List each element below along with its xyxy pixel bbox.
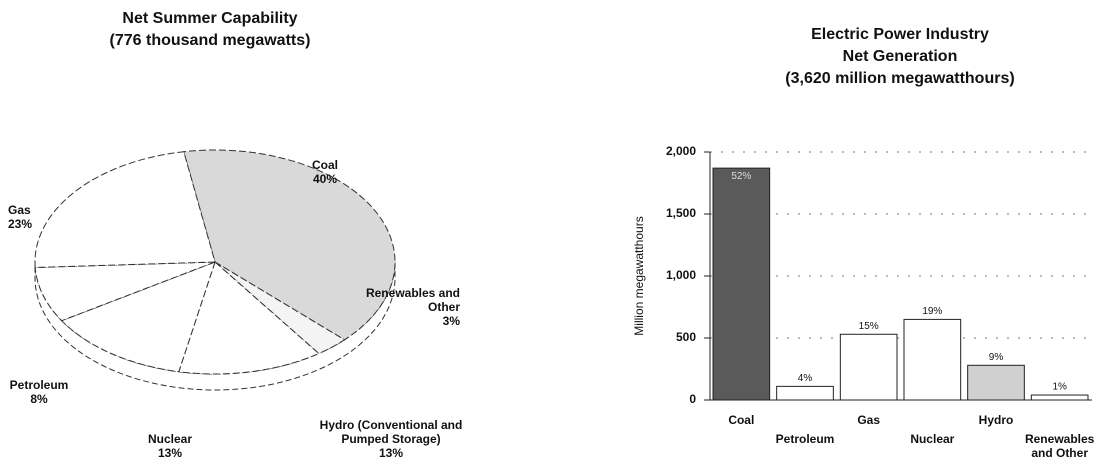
category-label: Renewables and Other — [365, 286, 460, 314]
slice-label: Hydro (Conventional and Pumped Storage) 1… — [296, 418, 486, 460]
category-label: Hydro (Conventional and Pumped Storage) — [319, 418, 463, 446]
value-label: 3% — [442, 314, 460, 328]
value-label: 40% — [312, 172, 338, 186]
y-tick-label: 2,000 — [666, 144, 696, 158]
y-tick-label: 500 — [676, 330, 696, 344]
pie-slice — [183, 149, 396, 341]
bar — [776, 385, 834, 401]
pie-slice — [214, 261, 346, 355]
slice-label: Renewables and Other 3% — [360, 286, 460, 328]
chart-title: Electric Power Industry — [811, 26, 989, 43]
bar — [903, 318, 962, 401]
bar-annotation: 52% — [731, 171, 751, 182]
slice-label: Nuclear 13% — [130, 432, 210, 460]
x-tick-label: Petroleum — [775, 432, 835, 446]
slice-label: Petroleum 8% — [4, 378, 74, 406]
bar — [839, 333, 898, 401]
bar-annotation: 4% — [798, 373, 813, 384]
bar-annotation: 15% — [859, 321, 879, 332]
y-tick-label: 1,500 — [666, 206, 696, 220]
pie-slice — [34, 261, 216, 322]
slice-label: Gas 23% — [8, 203, 48, 231]
y-axis-label: Million megawatthours — [632, 216, 646, 335]
chart-title: Net Summer Capability — [122, 10, 298, 27]
y-tick-label: 1,000 — [666, 268, 696, 282]
x-tick-label: Hydro — [978, 413, 1014, 427]
category-label: Nuclear — [147, 432, 193, 446]
x-tick-label: Gas — [857, 413, 880, 427]
bar — [967, 364, 1025, 401]
pie-slice — [34, 151, 216, 268]
category-label: Gas — [8, 203, 31, 217]
bar — [1030, 394, 1089, 401]
category-label: Petroleum — [9, 378, 69, 392]
pie-slice — [178, 261, 320, 375]
slice-label: Coal 40% — [295, 158, 355, 186]
value-label: 8% — [30, 392, 48, 406]
x-tick-label: Renewables and Other — [1024, 432, 1095, 460]
value-label: 23% — [8, 217, 33, 231]
category-label: Coal — [311, 158, 338, 172]
value-label: 13% — [157, 446, 183, 460]
chart-subtitle: (776 thousand megawatts) — [109, 32, 311, 49]
pie-slice — [60, 261, 216, 373]
y-tick-label: 0 — [689, 392, 696, 406]
bar-annotation: 19% — [922, 306, 942, 317]
x-tick-label: Coal — [728, 413, 755, 427]
bar — [712, 167, 771, 401]
bar-annotation: 9% — [989, 352, 1004, 363]
chart-title: Net Generation — [842, 48, 958, 65]
chart-subtitle: (3,620 million megawatthours) — [785, 70, 1015, 87]
x-tick-label: Nuclear — [910, 432, 955, 446]
bar-annotation: 1% — [1052, 382, 1067, 393]
value-label: 13% — [378, 446, 404, 460]
